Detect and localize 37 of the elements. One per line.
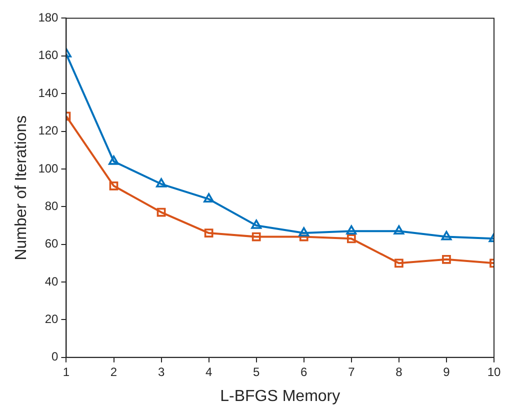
point: [204, 193, 214, 203]
x-tick-label: 6: [300, 364, 308, 379]
point: [442, 254, 451, 264]
x-tick-label: 2: [110, 364, 118, 379]
y-tick-label: 0: [52, 350, 59, 364]
point: [441, 230, 452, 240]
x-tick-label: 7: [348, 364, 356, 379]
x-tick-label: 4: [205, 364, 212, 379]
point: [346, 225, 357, 235]
point: [204, 228, 214, 238]
x-tick-label: 10: [487, 364, 501, 379]
point: [109, 181, 118, 190]
point: [346, 234, 356, 244]
x-tick-label: 1: [62, 364, 70, 379]
x-tick-label: 9: [443, 364, 450, 379]
y-axis-title: Number of Iterations: [13, 115, 30, 260]
y-tick-label: 20: [44, 312, 59, 326]
x-axis-title: L-BFGS Memory: [220, 388, 340, 405]
point: [394, 225, 404, 235]
point: [252, 232, 261, 242]
y-tick-label: 60: [44, 236, 59, 251]
y-tick-label: 40: [44, 274, 59, 288]
point: [108, 156, 119, 165]
y-tick-label: 120: [38, 124, 59, 138]
y-tick-label: 80: [44, 198, 59, 213]
point: [156, 178, 167, 188]
y-tick-label: 140: [38, 86, 59, 100]
x-tick-label: 3: [158, 364, 165, 379]
point: [251, 220, 262, 229]
point: [394, 258, 404, 268]
x-tick-label: 8: [396, 364, 403, 379]
y-tick-label: 180: [38, 10, 59, 25]
x-tick-label: 5: [253, 364, 260, 379]
y-tick-label: 100: [38, 161, 59, 176]
point: [156, 208, 166, 217]
point: [298, 227, 310, 236]
y-tick-label: 160: [38, 48, 59, 62]
